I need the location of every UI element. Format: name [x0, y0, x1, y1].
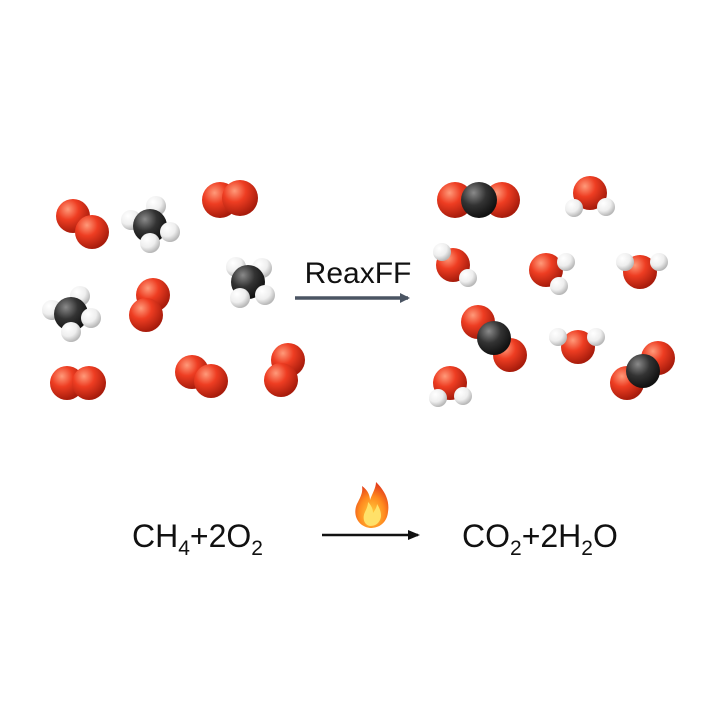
o2-molecule [175, 355, 228, 398]
o2-subscript: 2 [251, 537, 263, 560]
co2-molecule [461, 305, 527, 372]
h2o-molecule [433, 243, 477, 287]
co2-formula: CO [462, 518, 510, 554]
co2-molecule [610, 341, 675, 400]
ch4-subscript: 4 [178, 537, 190, 560]
equation-reactants: CH4+2O2 [132, 518, 263, 560]
co2-molecule [437, 182, 520, 218]
h2o-molecule [616, 253, 668, 289]
o2-coefficient-formula: +2O [190, 518, 251, 554]
o2-molecule [202, 180, 258, 218]
h2-subscript: 2 [581, 537, 593, 560]
o2-molecule [264, 343, 305, 397]
o2-molecule [129, 278, 170, 332]
ch4-formula: CH [132, 518, 178, 554]
h2o-molecule [549, 328, 605, 364]
ch4-molecule [42, 286, 101, 342]
h2-coefficient-formula: +2H [522, 518, 582, 554]
equation-products: CO2+2H2O [462, 518, 618, 560]
reaxff-label: ReaxFF [305, 257, 412, 290]
reactants-panel [42, 180, 305, 400]
h2o-molecule [429, 366, 472, 407]
o2-molecule [56, 199, 109, 249]
co2-subscript: 2 [510, 537, 522, 560]
h2o-molecule [529, 253, 575, 295]
o2-molecule [50, 366, 106, 400]
ch4-molecule [226, 257, 275, 308]
products-panel [429, 176, 675, 407]
ch4-molecule [121, 196, 180, 253]
flame-icon [355, 482, 389, 528]
h2o-molecule [565, 176, 615, 217]
water-o: O [593, 518, 618, 554]
